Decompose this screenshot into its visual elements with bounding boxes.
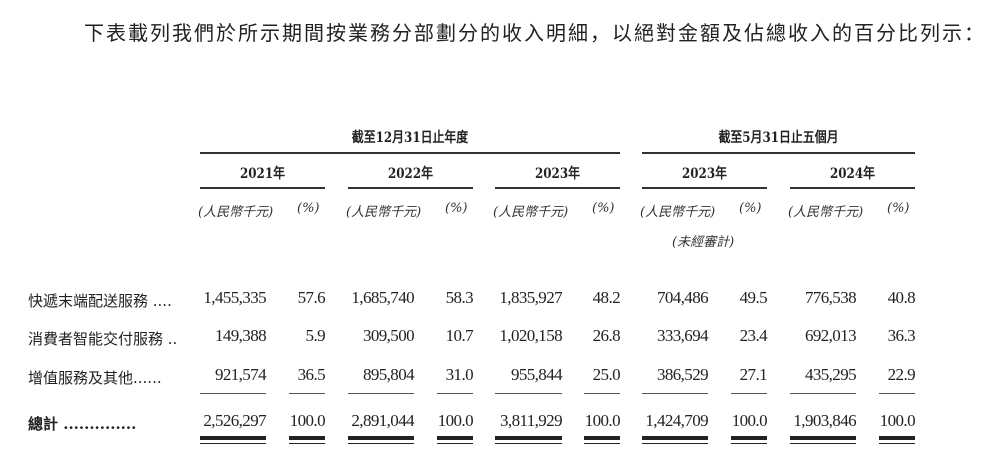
double-rule <box>790 436 856 444</box>
unit-percent: (%) <box>592 201 615 216</box>
year-header: 2023年 <box>534 166 581 182</box>
unit-percent: (%) <box>297 201 320 216</box>
year-rule <box>495 187 620 189</box>
unit-percent: (%) <box>445 201 468 216</box>
unit-amount: (人民幣千元) <box>640 205 716 220</box>
table-cell: 1,685,740 <box>351 288 414 307</box>
subtotal-rule <box>790 393 856 394</box>
unit-amount: (人民幣千元) <box>493 205 569 220</box>
table-cell: 40.8 <box>887 288 916 307</box>
subtotal-rule <box>879 393 915 394</box>
subtotal-rule <box>348 393 414 394</box>
table-cell: 1,455,335 <box>203 288 266 307</box>
table-cell: 692,013 <box>804 326 857 345</box>
subtotal-rule <box>289 393 325 394</box>
unit-amount: (人民幣千元) <box>346 205 422 220</box>
group-header-year: 截至12月31日止年度 <box>351 130 469 146</box>
total-cell: 2,526,297 <box>203 411 266 430</box>
group-header-five-months: 截至5月31日止五個月 <box>718 130 839 146</box>
row-label: 消費者智能交付服務 .. <box>28 330 178 348</box>
subtotal-rule <box>200 393 266 394</box>
year-header: 2021年 <box>239 166 286 182</box>
subtotal-rule <box>437 393 473 394</box>
table-cell: 5.9 <box>305 326 326 345</box>
double-rule <box>731 436 767 444</box>
table-cell: 36.5 <box>297 365 326 384</box>
intro-paragraph: 下表載列我們於所示期間按業務分部劃分的收入明細，以絕對金額及佔總收入的百分比列示… <box>84 23 986 45</box>
group-rule <box>200 152 620 154</box>
table-cell: 955,844 <box>510 365 563 384</box>
subtotal-rule <box>642 393 708 394</box>
double-rule <box>437 436 473 444</box>
unit-amount: (人民幣千元) <box>198 205 274 220</box>
table-cell: 921,574 <box>214 365 267 384</box>
row-label: 增值服務及其他...... <box>28 369 162 387</box>
table-cell: 49.5 <box>739 288 768 307</box>
unit-percent: (%) <box>739 201 762 216</box>
total-cell: 100.0 <box>437 411 474 430</box>
double-rule <box>495 436 562 444</box>
unit-amount: (人民幣千元) <box>788 205 864 220</box>
table-cell: 31.0 <box>445 365 474 384</box>
total-cell: 2,891,044 <box>351 411 414 430</box>
total-cell: 100.0 <box>879 411 916 430</box>
group-rule <box>642 152 915 154</box>
table-cell: 333,694 <box>656 326 709 345</box>
double-rule <box>642 436 708 444</box>
double-rule <box>200 436 266 444</box>
subtotal-rule <box>495 393 562 394</box>
total-cell: 1,903,846 <box>793 411 856 430</box>
double-rule <box>348 436 414 444</box>
double-rule <box>584 436 620 444</box>
year-rule <box>790 187 915 189</box>
year-rule <box>348 187 473 189</box>
table-cell: 895,804 <box>362 365 415 384</box>
total-cell: 100.0 <box>289 411 326 430</box>
double-rule <box>289 436 325 444</box>
table-cell: 22.9 <box>887 365 916 384</box>
table-cell: 435,295 <box>804 365 857 384</box>
year-rule <box>200 187 325 189</box>
table-cell: 25.0 <box>592 365 621 384</box>
table-cell: 1,835,927 <box>499 288 562 307</box>
subtotal-rule <box>731 393 767 394</box>
table-cell: 58.3 <box>445 288 474 307</box>
year-header: 2022年 <box>387 166 434 182</box>
total-cell: 1,424,709 <box>645 411 708 430</box>
unaudited-note: (未經審計) <box>672 235 735 250</box>
table-cell: 26.8 <box>592 326 621 345</box>
table-cell: 309,500 <box>362 326 415 345</box>
table-cell: 149,388 <box>214 326 267 345</box>
table-cell: 776,538 <box>804 288 857 307</box>
total-cell: 100.0 <box>584 411 621 430</box>
year-rule <box>642 187 767 189</box>
table-cell: 23.4 <box>739 326 768 345</box>
subtotal-rule <box>584 393 620 394</box>
year-header: 2023年 <box>681 166 728 182</box>
row-label: 快遞末端配送服務 .... <box>28 292 172 310</box>
table-cell: 36.3 <box>887 326 916 345</box>
table-cell: 27.1 <box>739 365 768 384</box>
table-cell: 1,020,158 <box>499 326 562 345</box>
table-cell: 386,529 <box>656 365 709 384</box>
table-cell: 10.7 <box>445 326 474 345</box>
unit-percent: (%) <box>887 201 910 216</box>
total-cell: 100.0 <box>731 411 768 430</box>
table-cell: 704,486 <box>656 288 709 307</box>
double-rule <box>879 436 915 444</box>
table-cell: 57.6 <box>297 288 326 307</box>
year-header: 2024年 <box>829 166 876 182</box>
total-cell: 3,811,929 <box>500 411 563 430</box>
table-cell: 48.2 <box>592 288 621 307</box>
total-label: 總計 .............. <box>28 415 137 433</box>
